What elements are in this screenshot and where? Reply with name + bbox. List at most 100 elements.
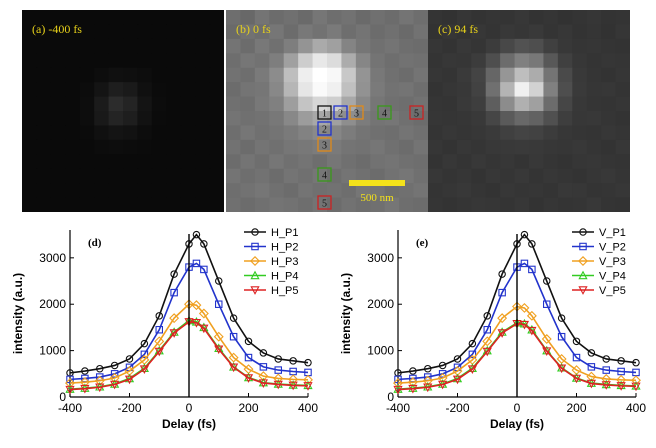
pixel-cell <box>50 125 66 141</box>
pixel-cell <box>79 125 95 141</box>
x-axis-label: Delay (fs) <box>162 417 216 431</box>
intensity-map-a <box>22 10 224 212</box>
data-point <box>452 375 463 385</box>
pixel-cell <box>226 139 242 155</box>
image-panel-c: (c) 94 fs <box>428 10 630 212</box>
pixel-cell <box>240 96 256 112</box>
data-point <box>288 381 298 391</box>
pixel-cell <box>485 183 501 199</box>
data-point <box>519 318 530 328</box>
pixel-cell <box>209 125 224 141</box>
pixel-cell <box>195 197 211 212</box>
pixel-cell <box>65 154 81 170</box>
pixel-cell <box>36 53 52 69</box>
scale-bar-label: 500 nm <box>360 192 394 204</box>
pixel-cell <box>298 96 314 112</box>
pixel-cell <box>557 96 573 112</box>
point-marker-2: 2 <box>317 121 332 136</box>
pixel-cell <box>384 10 400 26</box>
pixel-cell <box>557 168 573 184</box>
pixel-cell <box>298 111 314 127</box>
data-point <box>393 385 403 395</box>
pixel-cell <box>226 53 242 69</box>
pixel-cell <box>355 10 371 26</box>
pixel-cell <box>151 168 167 184</box>
pixel-cell <box>355 24 371 40</box>
image-panel-a: (a) -400 fs <box>22 10 224 212</box>
pixel-cell <box>123 154 139 170</box>
pixel-cell <box>166 38 182 54</box>
pixel-cell <box>298 154 314 170</box>
pixel-cell <box>79 154 95 170</box>
pixel-cell <box>341 53 357 69</box>
series-H_P2 <box>66 259 312 384</box>
pixel-cell <box>166 139 182 155</box>
pixel-cell <box>226 183 242 199</box>
intensity-map-b <box>226 10 428 212</box>
pixel-cell <box>94 139 110 155</box>
pixel-cell <box>384 183 400 199</box>
pixel-cell <box>615 197 630 212</box>
legend-entry: V_P4 <box>599 271 626 283</box>
pixel-cell <box>36 111 52 127</box>
data-point <box>542 347 552 356</box>
pixel-cell <box>370 139 386 155</box>
pixel-cell <box>36 24 52 40</box>
data-point <box>65 378 75 389</box>
pixel-cell <box>615 82 630 98</box>
pixel-cell <box>151 82 167 98</box>
pixel-cell <box>36 197 52 212</box>
pixel-cell <box>485 24 501 40</box>
pixel-cell <box>65 24 81 40</box>
pixel-cell <box>456 183 472 199</box>
pixel-cell <box>94 53 110 69</box>
pixel-cell <box>471 154 487 170</box>
pixel-cell <box>355 183 371 199</box>
data-point <box>244 353 253 362</box>
data-point <box>243 374 254 383</box>
data-point <box>557 314 566 322</box>
series-line <box>69 233 309 374</box>
pixel-cell <box>529 183 545 199</box>
data-point <box>557 332 566 341</box>
pixel-cell <box>572 38 588 54</box>
legend-entry: V_P2 <box>599 242 626 254</box>
pixel-cell <box>312 154 328 170</box>
legend-entry: V_P1 <box>599 227 626 239</box>
pixel-cell <box>615 111 630 127</box>
pixel-cell <box>269 111 285 127</box>
pixel-cell <box>601 67 617 83</box>
pixel-cell <box>500 38 516 54</box>
pixel-cell <box>601 139 617 155</box>
pixel-cell <box>557 67 573 83</box>
pixel-cell <box>240 168 256 184</box>
data-point <box>579 228 587 236</box>
pixel-cell <box>209 53 224 69</box>
pixel-cell <box>226 10 242 26</box>
pixel-cell <box>485 82 501 98</box>
pixel-cell <box>65 53 81 69</box>
pixel-cell <box>413 197 428 212</box>
pixel-cell <box>137 183 153 199</box>
pixel-cell <box>137 38 153 54</box>
pixel-cell <box>209 197 224 212</box>
y-tick-label: 1000 <box>39 344 66 358</box>
data-point <box>526 310 537 321</box>
scale-bar <box>349 180 405 186</box>
pixel-cell <box>254 139 270 155</box>
pixel-cell <box>151 154 167 170</box>
pixel-cell <box>327 38 343 54</box>
pixel-cell <box>269 38 285 54</box>
pixel-cell <box>226 82 242 98</box>
pixel-cell <box>572 111 588 127</box>
pixel-cell <box>586 10 602 26</box>
data-point <box>483 312 492 320</box>
pixel-cell <box>254 168 270 184</box>
pixel-cell <box>50 82 66 98</box>
pixel-cell <box>209 67 224 83</box>
pixel-cell <box>471 24 487 40</box>
pixel-cell <box>94 154 110 170</box>
pixel-cell <box>36 168 52 184</box>
chart-e: 0 1000 2000 3000 -400 -200 0 200 400 Delay (fs) in… <box>339 227 646 431</box>
pixel-cell <box>355 197 371 212</box>
